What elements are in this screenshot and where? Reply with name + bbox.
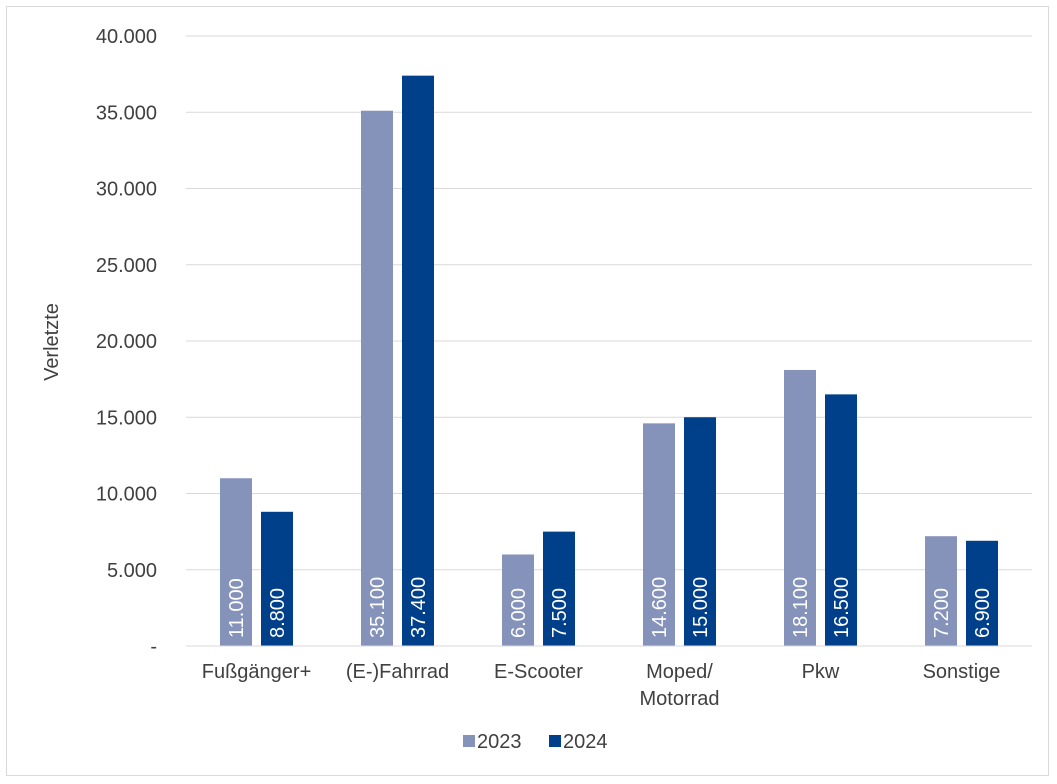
data-label: 8.800 bbox=[267, 588, 289, 638]
y-tick-label: 25.000 bbox=[96, 255, 157, 277]
y-tick-label: 30.000 bbox=[96, 179, 157, 201]
x-category-label: Moped/ bbox=[646, 661, 713, 683]
y-tick-label: 15.000 bbox=[96, 407, 157, 429]
data-label: 35.100 bbox=[367, 577, 389, 638]
legend: 2023 2024 bbox=[463, 731, 608, 753]
legend-label-2023: 2023 bbox=[477, 731, 522, 753]
chart-frame bbox=[6, 6, 1049, 776]
data-label: 7.200 bbox=[931, 588, 953, 638]
y-tick-label: 10.000 bbox=[96, 484, 157, 506]
bar-2024 bbox=[402, 75, 434, 646]
y-tick-label: 20.000 bbox=[96, 331, 157, 353]
bar-2024 bbox=[966, 540, 998, 646]
x-category-label: Fußgänger+ bbox=[202, 661, 312, 683]
y-tick-label: 5.000 bbox=[107, 560, 157, 582]
data-label: 6.900 bbox=[972, 588, 994, 638]
data-label: 6.000 bbox=[508, 588, 530, 638]
bar-2024 bbox=[543, 531, 575, 646]
data-labels: 11.000 8.800 35.100 37.400 6.000 7.500 14.600 1… bbox=[226, 577, 994, 638]
x-category-label: Motorrad bbox=[639, 688, 719, 710]
bars bbox=[220, 75, 998, 647]
x-category-label: Sonstige bbox=[923, 661, 1001, 683]
data-label: 37.400 bbox=[408, 577, 430, 638]
bar-2024 bbox=[825, 394, 857, 646]
bar-2023 bbox=[925, 536, 957, 646]
x-category-label: (E-)Fahrrad bbox=[346, 661, 449, 683]
data-label: 11.000 bbox=[226, 578, 248, 638]
bar-2023 bbox=[784, 369, 816, 646]
legend-swatch-2023 bbox=[463, 735, 475, 747]
data-label: 14.600 bbox=[649, 577, 671, 638]
bar-2023 bbox=[220, 478, 252, 646]
legend-swatch-2024 bbox=[549, 735, 561, 747]
bar-2023 bbox=[502, 554, 534, 646]
bar-2024 bbox=[261, 511, 293, 646]
y-tick-label: 40.000 bbox=[96, 26, 157, 48]
data-label: 16.500 bbox=[831, 577, 853, 638]
data-label: 18.100 bbox=[790, 577, 812, 638]
y-axis-title: Verletzte bbox=[41, 303, 63, 381]
x-category-label: Pkw bbox=[802, 661, 840, 683]
gridlines bbox=[186, 35, 1032, 571]
bar-2023 bbox=[643, 423, 675, 646]
data-label: 7.500 bbox=[549, 588, 571, 638]
x-category-label: E-Scooter bbox=[494, 661, 583, 683]
y-tick-label: 35.000 bbox=[96, 102, 157, 124]
legend-label-2024: 2024 bbox=[563, 731, 608, 753]
y-axis-tick-labels: - 5.000 10.000 15.000 20.000 25.000 30.000 35.0… bbox=[96, 26, 157, 658]
x-axis-category-labels: Fußgänger+ (E-)Fahrrad E-Scooter Moped/Moto… bbox=[202, 661, 1001, 710]
bar-2024 bbox=[684, 417, 716, 646]
y-tick-label: - bbox=[150, 636, 157, 658]
bar-2023 bbox=[361, 110, 393, 647]
data-label: 15.000 bbox=[690, 577, 712, 638]
